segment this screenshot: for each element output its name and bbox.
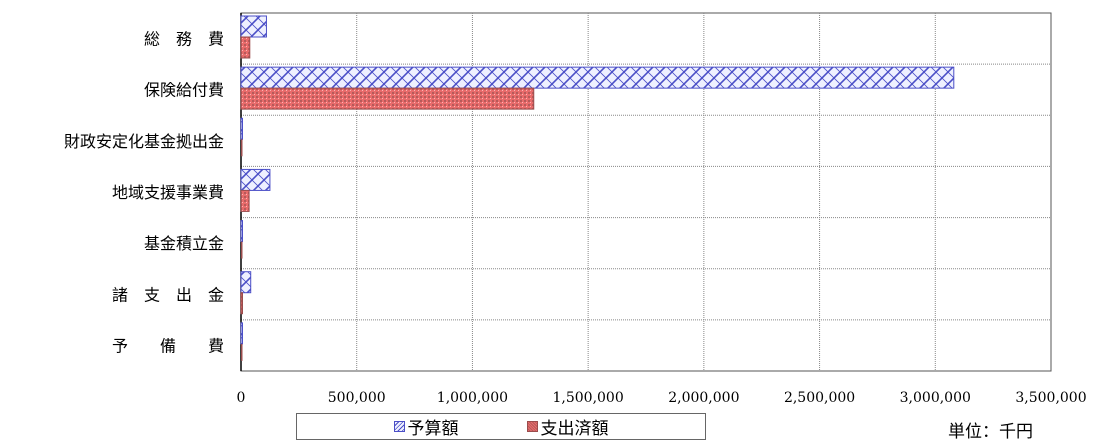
x-tick-labels: 0 500,000 1,000,000 1,500,000 2,000,000 2,500… <box>237 390 1087 406</box>
legend-label-budget: 予算額 <box>407 419 459 439</box>
bar-budget <box>240 271 252 294</box>
legend: 予算額 支出済額 <box>296 413 706 440</box>
unit-label: 単位：千円 <box>948 422 1033 442</box>
x-tick-label: 1,500,000 <box>553 390 624 406</box>
category-label: 予 備 費 <box>112 336 224 355</box>
category-label: 基金積立金 <box>144 234 224 253</box>
bar-spent <box>240 189 250 212</box>
x-tick-label: 3,500,000 <box>1015 390 1086 406</box>
category-label: 財政安定化基金拠出金 <box>64 132 224 151</box>
x-tick-label: 2,000,000 <box>668 390 739 406</box>
category-label: 諸 支 出 金 <box>112 285 224 304</box>
x-tick-label: 3,000,000 <box>900 390 971 406</box>
category-label: 地域支援事業費 <box>112 183 224 202</box>
bar-budget <box>240 15 267 38</box>
bar-spent <box>241 343 243 361</box>
bar-spent <box>240 87 535 110</box>
bar-layer <box>240 15 955 361</box>
legend-label-spent: 支出済額 <box>540 419 609 439</box>
bar-budget <box>240 117 243 140</box>
bar-spent <box>240 36 251 59</box>
legend-swatch-spent <box>526 421 538 432</box>
bar-spent <box>241 241 243 259</box>
bar-budget <box>240 66 955 89</box>
bar-budget <box>240 168 271 191</box>
bar-spent <box>240 292 243 315</box>
bar-budget <box>240 322 243 345</box>
x-tick-label: 500,000 <box>328 390 386 406</box>
x-tick-label: 1,000,000 <box>437 390 508 406</box>
legend-item-budget: 予算額 <box>393 414 459 439</box>
bar-budget <box>240 220 243 243</box>
x-tick-label: 0 <box>237 390 246 406</box>
category-label: 保険給付費 <box>144 81 224 100</box>
bar-spent <box>241 139 243 157</box>
legend-item-spent: 支出済額 <box>526 414 609 439</box>
legend-swatch-budget <box>393 421 405 432</box>
x-tick-label: 2,500,000 <box>784 390 855 406</box>
category-label: 総 務 費 <box>144 30 224 49</box>
